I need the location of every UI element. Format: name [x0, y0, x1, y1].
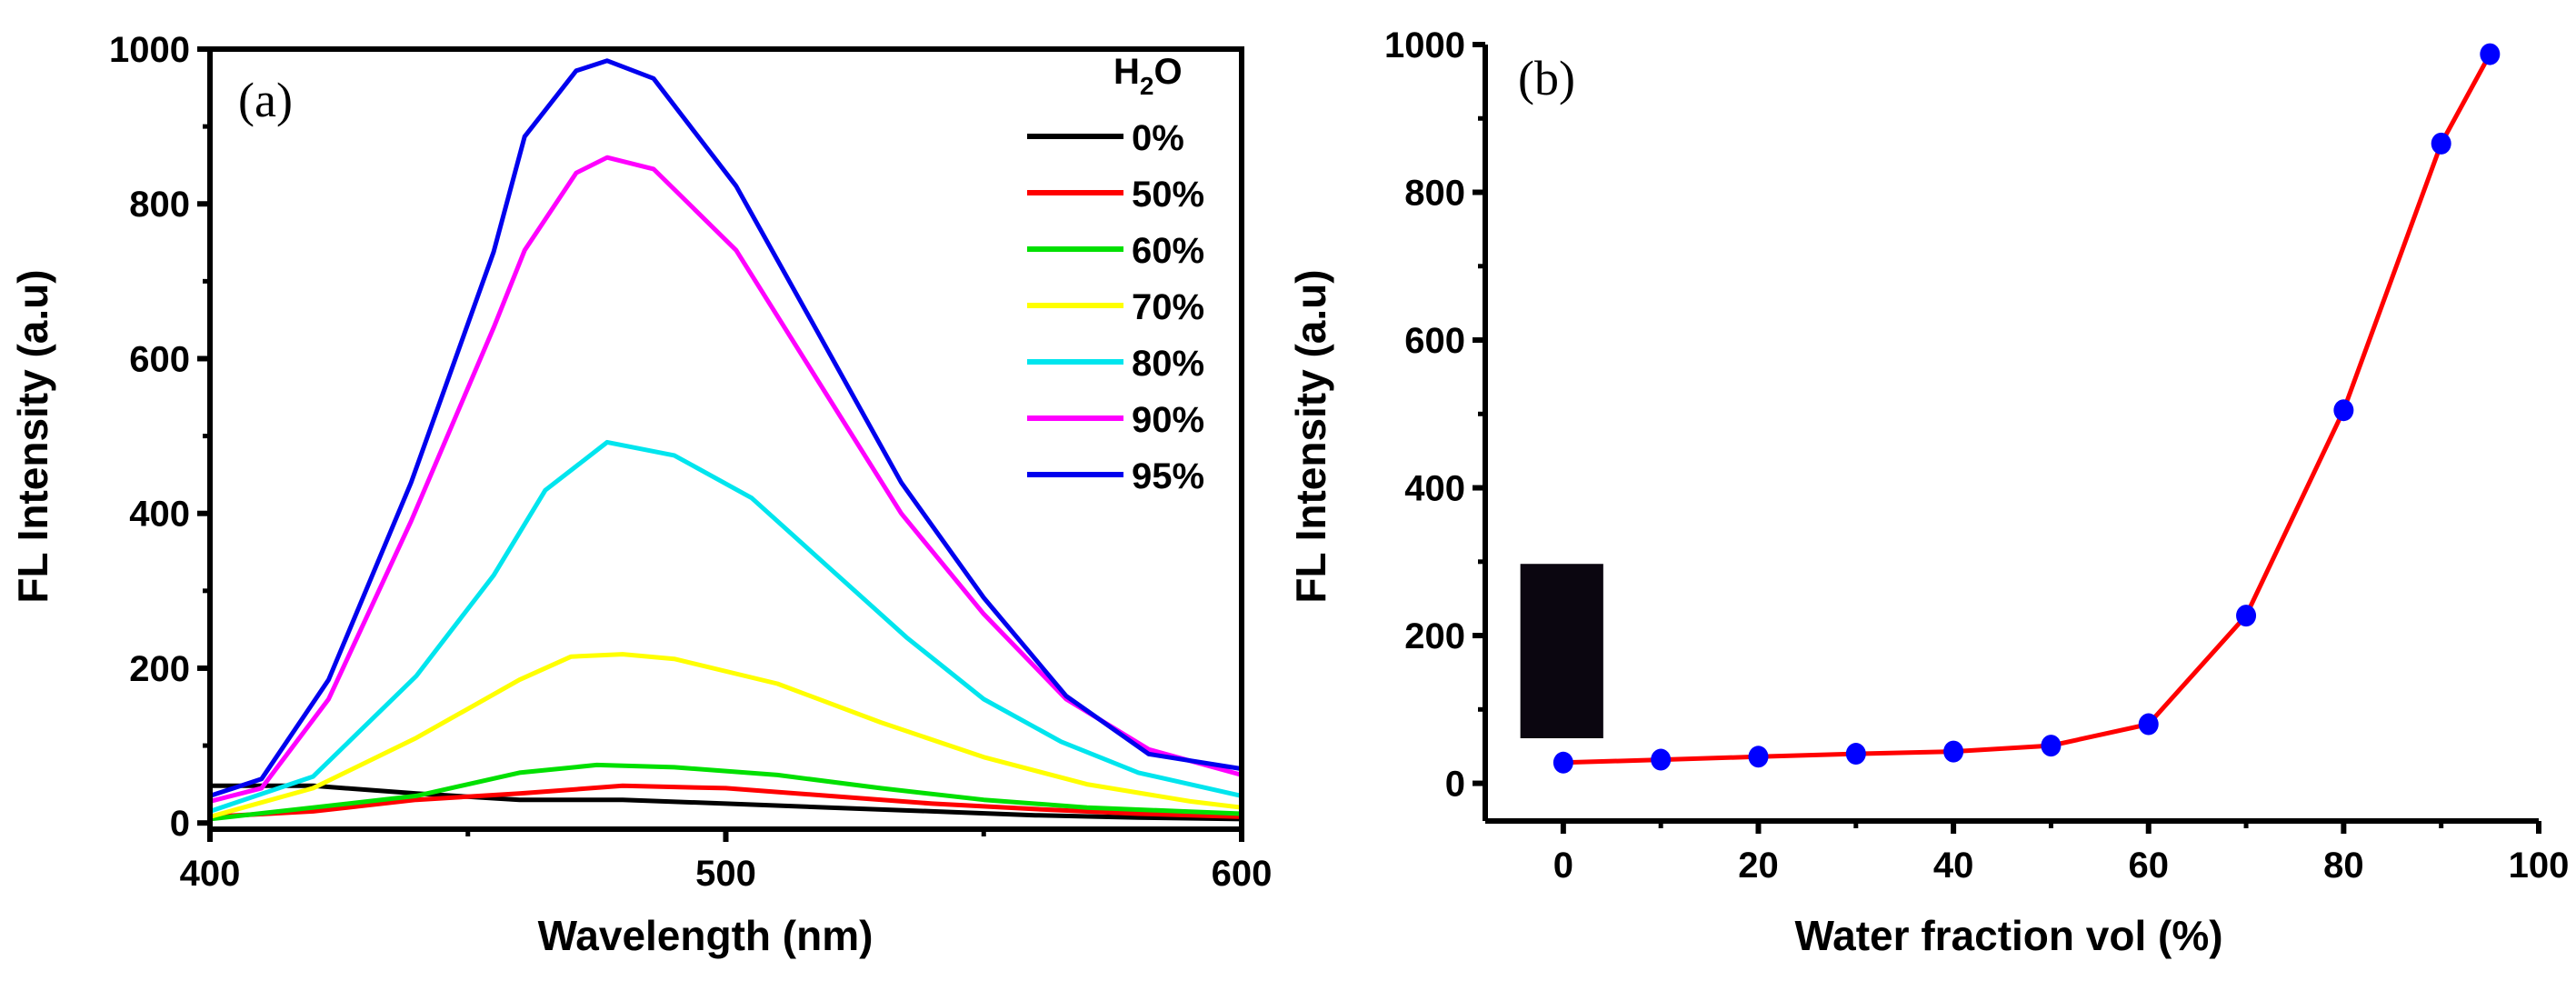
data-point	[2236, 605, 2257, 627]
panel-b-label: (b)	[1518, 51, 1575, 105]
x-tick-label: 100	[2509, 846, 2570, 886]
y-tick-label: 600	[1404, 321, 1465, 361]
series-line-70pct	[209, 652, 1243, 819]
y-tick-label: 1000	[109, 30, 190, 70]
panel-b-x-axis-title: Water fraction vol (%)	[1794, 912, 2222, 959]
legend-label: 0%	[1132, 118, 1184, 158]
x-tick-label: 600	[1212, 854, 1273, 894]
data-point	[2431, 132, 2451, 155]
y-tick-label: 200	[129, 649, 190, 689]
series-line-90pct	[209, 155, 1243, 804]
legend-title: H2O	[1113, 52, 1183, 100]
x-tick-label: 80	[2323, 846, 2364, 886]
data-point	[2138, 713, 2159, 736]
data-point	[2333, 399, 2354, 422]
data-point	[1748, 746, 1769, 768]
panel-a-label: (a)	[238, 73, 293, 127]
x-tick-label: 0	[1553, 846, 1573, 886]
legend-label: 50%	[1132, 175, 1204, 215]
x-tick-label: 400	[180, 854, 241, 894]
legend-label: 90%	[1132, 400, 1204, 440]
x-tick-label: 60	[2128, 846, 2169, 886]
legend-label: 80%	[1132, 344, 1204, 384]
y-tick-label: 400	[1404, 469, 1465, 509]
panel-a-x-axis-title: Wavelength (nm)	[538, 912, 874, 959]
series-line-95pct	[209, 58, 1243, 798]
series-line-80pct	[209, 439, 1243, 814]
legend-label: 60%	[1132, 231, 1204, 271]
legend-label: 95%	[1132, 456, 1204, 496]
panel-a-y-axis-title: FL Intensity (a.u)	[9, 269, 56, 603]
x-tick-label: 500	[695, 854, 756, 894]
data-point	[2480, 43, 2501, 65]
data-point	[1845, 743, 1866, 766]
x-tick-label: 40	[1933, 846, 1974, 886]
data-point	[1553, 751, 1573, 774]
panel-a-legend: H2O 0% 50% 60% 70% 80% 90% 95%	[1027, 52, 1204, 496]
data-point	[2041, 735, 2062, 757]
panel-b: (b) Water fraction vol (%) FL Intensity …	[1287, 25, 2569, 959]
series-line-50pct	[209, 783, 1243, 819]
y-tick-label: 800	[129, 185, 190, 225]
y-tick-label: 600	[129, 339, 190, 379]
series-line-60pct	[209, 762, 1243, 822]
y-tick-label: 0	[170, 804, 190, 844]
legend-label: 70%	[1132, 287, 1204, 327]
data-point	[1651, 748, 1672, 771]
y-tick-label: 200	[1404, 616, 1465, 656]
panel-b-y-axis-title: FL Intensity (a.u)	[1287, 269, 1334, 603]
y-tick-label: 0	[1445, 765, 1465, 805]
dark-vial-photo	[1520, 564, 1603, 738]
y-tick-label: 800	[1404, 174, 1465, 214]
panel-a: (a) Wavelength (nm) FL Intensity (a.u) H…	[9, 30, 1272, 959]
x-tick-label: 20	[1738, 846, 1779, 886]
y-tick-label: 1000	[1384, 25, 1465, 65]
y-tick-label: 400	[129, 495, 190, 535]
series-line-0pct	[210, 783, 1243, 822]
data-point	[1943, 740, 1964, 763]
